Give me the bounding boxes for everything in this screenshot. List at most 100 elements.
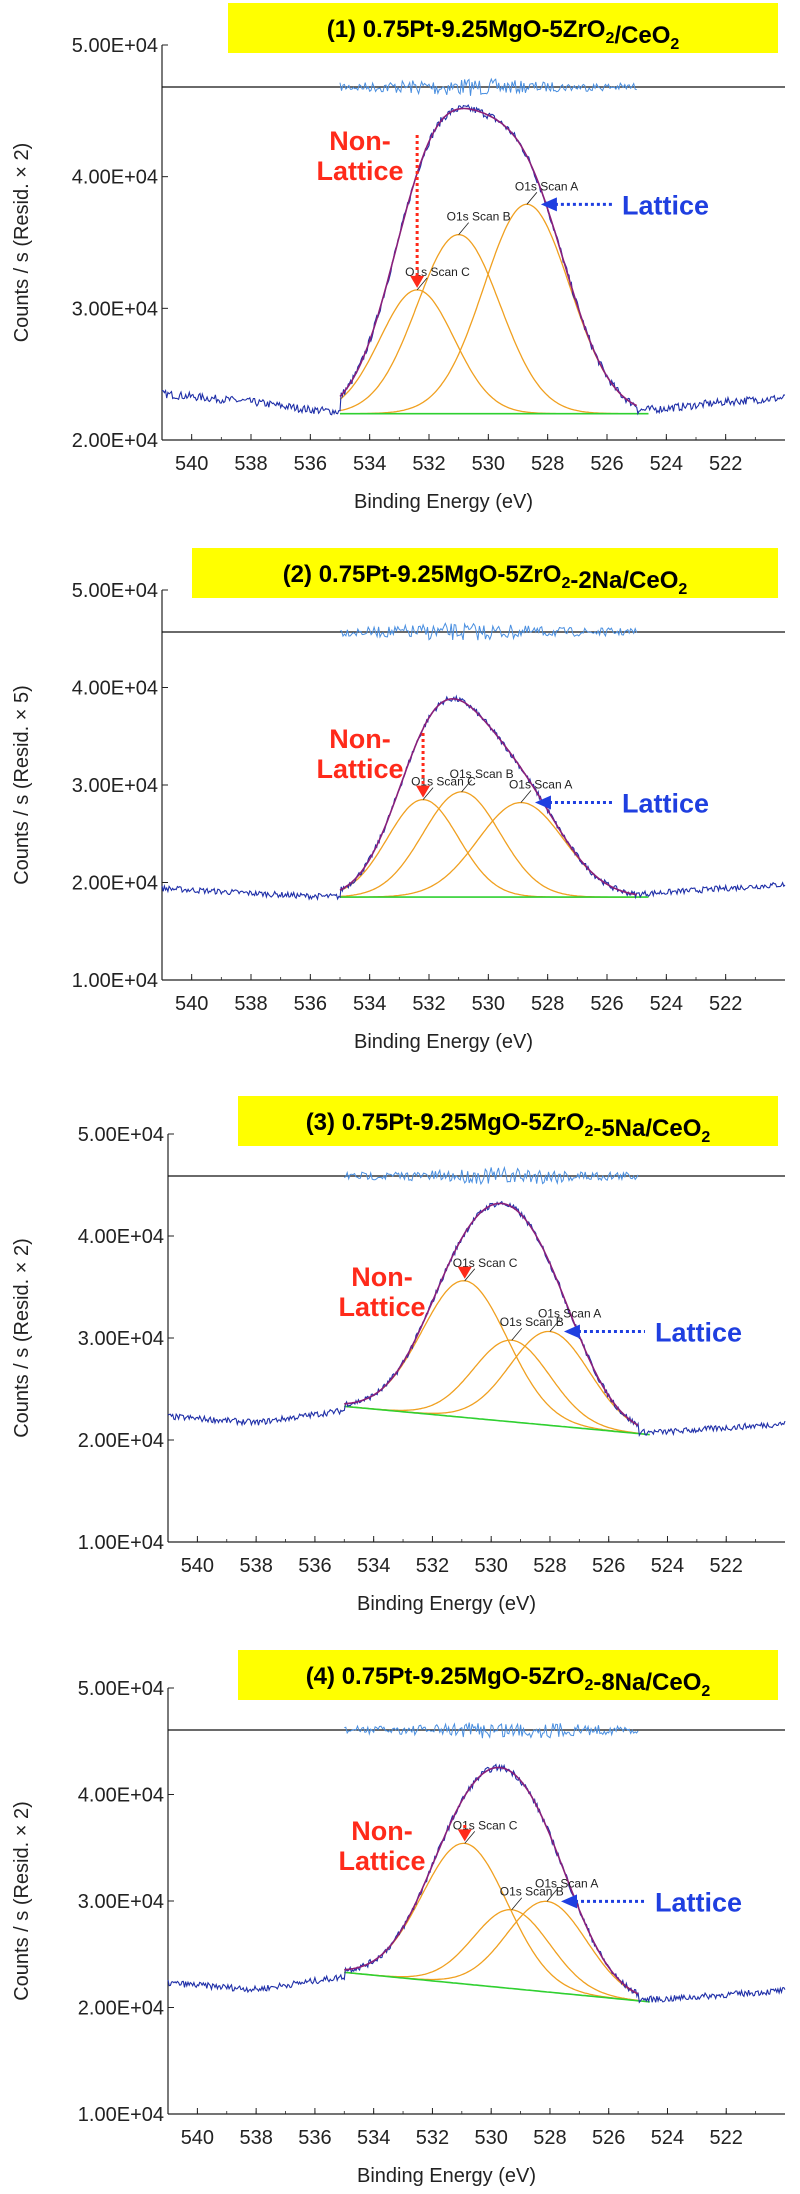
peak-label: O1s Scan C (405, 265, 470, 279)
y-tick-label: 3.00E+04 (78, 1891, 164, 1913)
y-tick-label: 4.00E+04 (78, 1226, 164, 1248)
peak-leader (458, 222, 469, 235)
x-axis-label: Binding Energy (eV) (354, 491, 533, 513)
component-peak (339, 289, 637, 415)
x-tick-label: 536 (294, 993, 327, 1015)
peak-leader (511, 1327, 523, 1341)
y-tick-label: 5.00E+04 (72, 580, 158, 602)
residual-curve (339, 622, 638, 641)
x-tick-label: 532 (412, 453, 445, 475)
y-tick-label: 3.00E+04 (78, 1328, 164, 1350)
x-tick-label: 530 (475, 1555, 508, 1577)
chart-svg: (2) 0.75Pt-9.25MgO-5ZrO2-2Na/CeO2 1.00E+0… (11, 548, 786, 1053)
residual-curve (344, 1722, 639, 1739)
chart-title: (1) 0.75Pt-9.25MgO-5ZrO2/CeO2 (327, 16, 680, 53)
lattice-arrow-head (540, 197, 557, 212)
peak-leader (549, 1319, 561, 1332)
peak-label: O1s Scan C (453, 1256, 518, 1270)
chart-title: (3) 0.75Pt-9.25MgO-5ZrO2-5Na/CeO2 (306, 1109, 711, 1146)
nonlattice-arrow-head (457, 1829, 472, 1842)
envelope-fit (344, 1766, 639, 1995)
x-tick-label: 530 (472, 453, 505, 475)
xps-panel-1: (1) 0.75Pt-9.25MgO-5ZrO2/CeO2 2.00E+04 3.0… (0, 0, 800, 540)
chart-svg: (4) 0.75Pt-9.25MgO-5ZrO2-8Na/CeO2 1.00E+0… (11, 1650, 786, 2187)
x-tick-label: 524 (650, 993, 683, 1015)
chart-title: (2) 0.75Pt-9.25MgO-5ZrO2-2Na/CeO2 (283, 561, 688, 598)
x-tick-label: 540 (175, 453, 208, 475)
y-tick-label: 5.00E+04 (78, 1124, 164, 1146)
peak-leader (546, 1889, 558, 1902)
x-tick-label: 530 (475, 2127, 508, 2149)
peak-label: O1s Scan B (450, 767, 514, 781)
y-tick-label: 5.00E+04 (78, 1678, 164, 1700)
nonlattice-arrow-head (416, 785, 431, 798)
y-tick-label: 1.00E+04 (78, 2104, 164, 2126)
x-tick-label: 534 (357, 2127, 390, 2149)
x-axis-label: Binding Energy (eV) (357, 2165, 536, 2187)
x-tick-label: 522 (709, 993, 742, 1015)
y-tick-label: 2.00E+04 (78, 1430, 164, 1452)
nonlattice-arrow-head (410, 275, 425, 288)
nonlattice-label: Lattice (338, 1846, 425, 1876)
peak-label: O1s Scan B (500, 1885, 564, 1899)
y-tick-label: 4.00E+04 (72, 167, 158, 189)
x-tick-label: 536 (298, 2127, 331, 2149)
residual-curve (344, 1165, 639, 1186)
peak-label: O1s Scan A (515, 179, 578, 193)
x-tick-label: 534 (353, 993, 386, 1015)
y-axis-label: Counts / s (Resid. × 2) (11, 1238, 33, 1438)
x-tick-label: 526 (590, 453, 623, 475)
lattice-label: Lattice (655, 1318, 742, 1348)
envelope-fit (339, 107, 638, 407)
y-tick-label: 5.00E+04 (72, 35, 158, 57)
lattice-label: Lattice (622, 190, 709, 220)
peak-leader (520, 790, 532, 803)
peak-label: O1s Scan C (453, 1818, 518, 1832)
x-tick-label: 532 (416, 1555, 449, 1577)
y-axis-label: Counts / s (Resid. × 2) (11, 1801, 33, 2001)
x-tick-label: 522 (710, 1555, 743, 1577)
raw-spectrum (167, 1200, 786, 1438)
component-peak (339, 233, 637, 415)
baseline-curve (344, 1405, 650, 1436)
x-tick-label: 528 (533, 1555, 566, 1577)
x-axis-label: Binding Energy (eV) (357, 1593, 536, 1615)
chart-svg: (1) 0.75Pt-9.25MgO-5ZrO2/CeO2 2.00E+04 3.0… (11, 3, 786, 513)
lattice-label: Lattice (622, 789, 709, 819)
raw-spectrum (161, 104, 786, 416)
xps-panel-4: (4) 0.75Pt-9.25MgO-5ZrO2-8Na/CeO2 1.00E+0… (0, 1650, 800, 2194)
chart-svg: (3) 0.75Pt-9.25MgO-5ZrO2-5Na/CeO2 1.00E+0… (11, 1096, 786, 1615)
y-axis-label: Counts / s (Resid. × 2) (11, 143, 33, 343)
x-tick-label: 534 (353, 453, 386, 475)
peak-leader (422, 787, 434, 800)
x-tick-label: 538 (234, 993, 267, 1015)
y-tick-label: 2.00E+04 (78, 1998, 164, 2020)
title-background (238, 1650, 778, 1700)
baseline-curve (344, 1971, 650, 2003)
x-tick-label: 524 (650, 453, 683, 475)
x-tick-label: 526 (592, 2127, 625, 2149)
x-tick-label: 538 (239, 1555, 272, 1577)
y-tick-label: 1.00E+04 (78, 1532, 164, 1554)
lattice-arrow-head (534, 795, 551, 810)
nonlattice-label: Non- (329, 126, 390, 156)
x-tick-label: 524 (651, 1555, 684, 1577)
lattice-arrow-head (563, 1324, 580, 1339)
x-tick-label: 532 (416, 2127, 449, 2149)
nonlattice-label: Lattice (316, 156, 403, 186)
component-peak (344, 1330, 639, 1427)
x-tick-label: 522 (709, 453, 742, 475)
envelope-fit (344, 1202, 639, 1426)
xps-panel-3: (3) 0.75Pt-9.25MgO-5ZrO2-5Na/CeO2 1.00E+0… (0, 1096, 800, 1644)
nonlattice-label: Lattice (316, 754, 403, 784)
peak-label: O1s Scan A (509, 778, 572, 792)
x-tick-label: 528 (533, 2127, 566, 2149)
x-tick-label: 538 (234, 453, 267, 475)
nonlattice-label: Non- (351, 1262, 412, 1292)
y-tick-label: 2.00E+04 (72, 873, 158, 895)
x-tick-label: 524 (651, 2127, 684, 2149)
x-tick-label: 540 (181, 1555, 214, 1577)
y-tick-label: 3.00E+04 (72, 298, 158, 320)
x-tick-label: 536 (298, 1555, 331, 1577)
x-axis-label: Binding Energy (eV) (354, 1031, 533, 1053)
